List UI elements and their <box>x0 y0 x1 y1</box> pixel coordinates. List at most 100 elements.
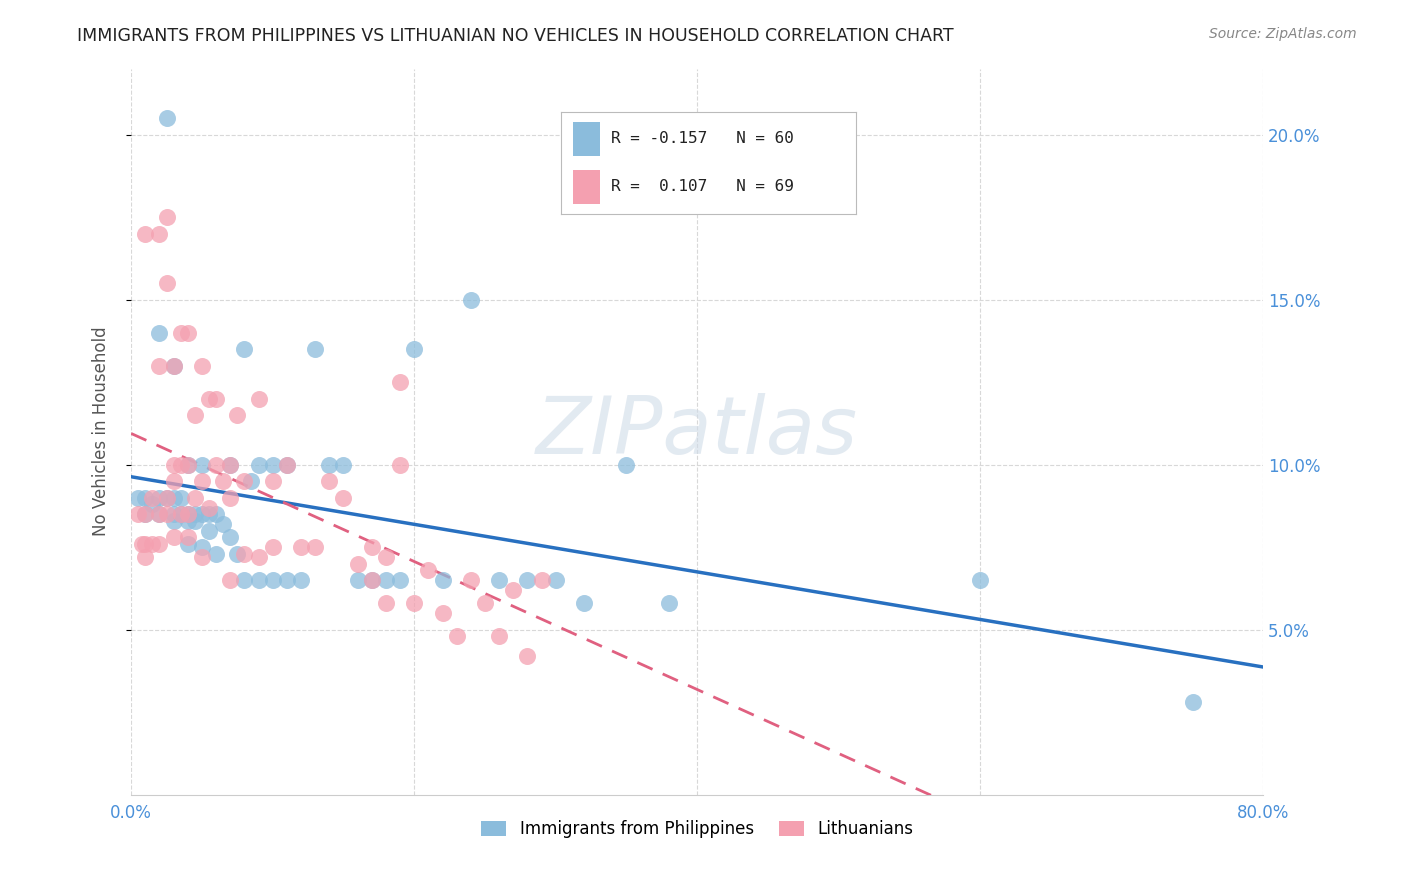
Point <box>276 573 298 587</box>
Point <box>170 458 193 472</box>
Point <box>155 210 177 224</box>
Point <box>360 540 382 554</box>
Point <box>530 573 553 587</box>
Point <box>304 540 326 554</box>
Point <box>148 227 170 241</box>
Point <box>233 547 256 561</box>
Point <box>572 596 595 610</box>
Point <box>544 573 567 587</box>
Point <box>177 537 200 551</box>
Point <box>148 359 170 373</box>
Point <box>177 507 200 521</box>
Point <box>247 392 270 406</box>
Point <box>432 573 454 587</box>
Point <box>474 596 496 610</box>
Point <box>219 530 242 544</box>
Point <box>191 507 214 521</box>
Point <box>148 491 170 505</box>
Point <box>170 507 193 521</box>
Point <box>155 507 177 521</box>
Point <box>516 573 538 587</box>
Text: IMMIGRANTS FROM PHILIPPINES VS LITHUANIAN NO VEHICLES IN HOUSEHOLD CORRELATION C: IMMIGRANTS FROM PHILIPPINES VS LITHUANIA… <box>77 27 953 45</box>
Point <box>141 497 163 511</box>
Point <box>205 392 228 406</box>
Point <box>155 276 177 290</box>
Point <box>148 326 170 340</box>
Point <box>205 507 228 521</box>
Point <box>404 596 426 610</box>
Point <box>318 458 340 472</box>
Point <box>247 573 270 587</box>
Point <box>346 557 368 571</box>
Point <box>170 491 193 505</box>
Point <box>247 458 270 472</box>
Y-axis label: No Vehicles in Household: No Vehicles in Household <box>93 326 110 536</box>
Point <box>219 573 242 587</box>
Point <box>502 582 524 597</box>
Point <box>404 342 426 356</box>
Point <box>262 474 284 488</box>
Point <box>360 573 382 587</box>
Point <box>374 596 396 610</box>
Point <box>418 563 440 577</box>
Point <box>134 549 156 564</box>
Point <box>262 458 284 472</box>
Point <box>198 507 221 521</box>
Point <box>240 474 263 488</box>
Point <box>127 507 149 521</box>
Point <box>262 540 284 554</box>
Point <box>184 408 207 422</box>
Point <box>162 491 184 505</box>
Point <box>488 573 510 587</box>
Point <box>276 458 298 472</box>
Point <box>233 342 256 356</box>
Point <box>177 507 200 521</box>
Point <box>177 530 200 544</box>
Point <box>155 491 177 505</box>
Point <box>212 516 235 531</box>
Point <box>290 540 312 554</box>
Point <box>177 326 200 340</box>
Point <box>276 458 298 472</box>
Point <box>184 514 207 528</box>
Point <box>374 573 396 587</box>
Point <box>226 408 249 422</box>
Point <box>134 537 156 551</box>
Point <box>162 458 184 472</box>
Point <box>184 507 207 521</box>
Point <box>177 458 200 472</box>
Point <box>219 491 242 505</box>
Point <box>162 359 184 373</box>
Point <box>516 649 538 664</box>
Point <box>432 606 454 620</box>
Point <box>389 458 412 472</box>
Point <box>219 458 242 472</box>
Point <box>134 227 156 241</box>
Point <box>198 500 221 515</box>
Point <box>233 573 256 587</box>
Point <box>191 549 214 564</box>
Point <box>205 547 228 561</box>
Point <box>198 392 221 406</box>
Point <box>332 491 354 505</box>
Point <box>219 458 242 472</box>
Text: ZIPatlas: ZIPatlas <box>536 392 858 471</box>
Point <box>191 458 214 472</box>
Point <box>177 514 200 528</box>
Point <box>131 537 153 551</box>
Point <box>304 342 326 356</box>
Point <box>212 474 235 488</box>
Point <box>446 629 468 643</box>
Point <box>162 530 184 544</box>
Point <box>141 537 163 551</box>
Point <box>148 507 170 521</box>
Point <box>191 474 214 488</box>
Point <box>162 507 184 521</box>
Point <box>374 549 396 564</box>
Point <box>290 573 312 587</box>
Point <box>233 474 256 488</box>
Point <box>346 573 368 587</box>
Point <box>198 524 221 538</box>
Point <box>170 326 193 340</box>
Point <box>134 491 156 505</box>
